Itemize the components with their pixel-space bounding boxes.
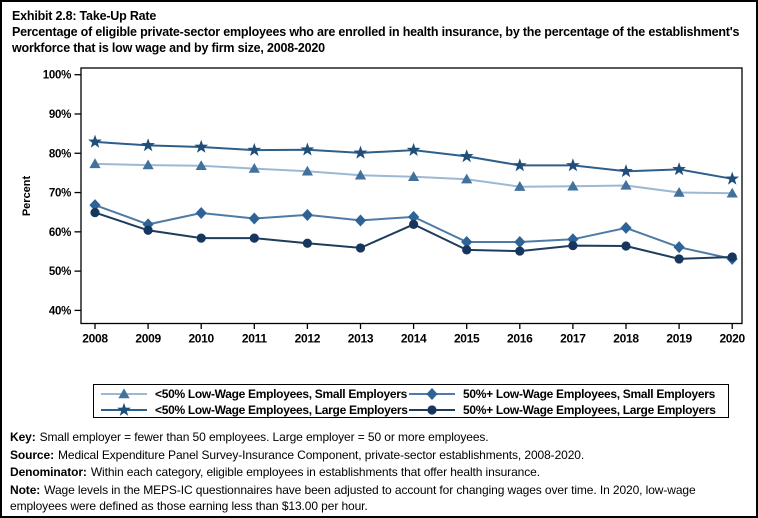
diamond-marker-icon (409, 388, 455, 400)
svg-text:60%: 60% (49, 227, 71, 239)
svg-text:2018: 2018 (613, 332, 639, 346)
legend-label: <50% Low-Wage Employees, Large Employers (155, 403, 408, 417)
exhibit-title: Exhibit 2.8: Take-Up Rate (12, 9, 157, 23)
svg-text:2019: 2019 (666, 332, 692, 346)
svg-text:50%: 50% (49, 266, 71, 278)
footnote-denominator: Denominator: Within each category, eligib… (10, 465, 540, 479)
legend-item: 50%+ Low-Wage Employees, Small Employers (408, 386, 728, 402)
svg-text:90%: 90% (49, 109, 71, 121)
svg-text:2012: 2012 (295, 332, 321, 346)
svg-text:2010: 2010 (188, 332, 214, 346)
footnotes: Key: Small employer = fewer than 50 emplo… (10, 429, 752, 516)
svg-text:2020: 2020 (719, 332, 745, 346)
svg-text:80%: 80% (49, 148, 71, 160)
svg-text:70%: 70% (49, 188, 71, 200)
svg-text:2017: 2017 (560, 332, 586, 346)
legend-item: <50% Low-Wage Employees, Small Employers (100, 386, 408, 402)
footnote-note: Note: Wage levels in the MEPS-IC question… (10, 482, 696, 514)
footnote-source: Source: Medical Expenditure Panel Survey-… (10, 447, 585, 462)
legend-item: 50%+ Low-Wage Employees, Large Employers (408, 402, 728, 418)
exhibit-subtitle: Percentage of eligible private-sector em… (12, 25, 740, 55)
chart-title-block: Exhibit 2.8: Take-Up Rate Percentage of … (12, 8, 748, 56)
legend-label: 50%+ Low-Wage Employees, Small Employers (463, 387, 715, 401)
svg-text:2011: 2011 (242, 332, 267, 346)
star-marker-icon (101, 402, 147, 416)
svg-text:2013: 2013 (348, 332, 374, 346)
svg-text:2016: 2016 (507, 332, 533, 346)
svg-text:2014: 2014 (401, 332, 427, 346)
svg-text:2009: 2009 (135, 332, 161, 346)
circle-marker-icon (409, 405, 455, 415)
svg-text:Percent: Percent (21, 175, 33, 216)
svg-text:100%: 100% (43, 70, 71, 82)
triangle-marker-icon (101, 388, 147, 399)
svg-text:2015: 2015 (454, 332, 480, 346)
take-up-rate-line-chart: 100% 90% 80% 70% 60% 50% 40% 2008 2009 2010 2011 20… (21, 67, 746, 346)
legend-label: <50% Low-Wage Employees, Small Employers (155, 387, 407, 401)
svg-text:40%: 40% (49, 305, 71, 317)
footnote-key: Key: Small employer = fewer than 50 emplo… (10, 430, 489, 444)
legend-item: <50% Low-Wage Employees, Large Employers (100, 402, 408, 418)
svg-text:2008: 2008 (82, 332, 108, 346)
legend-label: 50%+ Low-Wage Employees, Large Employers (463, 403, 716, 417)
chart-legend: <50% Low-Wage Employees, Small Employers… (93, 384, 729, 418)
